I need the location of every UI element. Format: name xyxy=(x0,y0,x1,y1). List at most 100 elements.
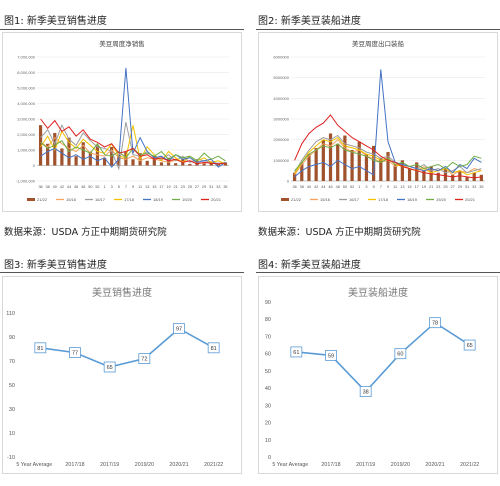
chart-title: 美豆装船进度 xyxy=(348,286,408,299)
bar-21/22 xyxy=(74,156,78,166)
weekly-net-sales-chart: 美豆周度净销售 7,000,000 6,000,000 5,000,000 4,000,… xyxy=(16,39,229,202)
chart-title: 美豆销售进度 xyxy=(92,286,152,299)
y-tick-label: 2,000,000 xyxy=(17,132,36,137)
bar-21/22 xyxy=(372,145,376,181)
data-label-box xyxy=(394,348,407,360)
legend-swatch xyxy=(281,198,289,201)
data-label-box xyxy=(325,349,337,361)
x-tick-label: 15 xyxy=(152,185,156,189)
x-tick-label: 13 xyxy=(145,185,149,189)
bar-21/22 xyxy=(195,160,199,166)
x-tick-label: 42 xyxy=(60,185,64,189)
x-tick-label: 38 xyxy=(300,185,304,189)
y-tick-label: 0 xyxy=(268,455,271,461)
bar-21/22 xyxy=(145,160,149,166)
data-label: 81 xyxy=(211,346,217,352)
y-tick-label: 6,000,000 xyxy=(17,70,36,75)
y-tick-label: 80 xyxy=(265,317,271,323)
bar-21/22 xyxy=(321,139,325,181)
legend-label: 19/20 xyxy=(182,197,193,202)
x-tick-label: 29 xyxy=(458,185,462,189)
legend-label: 18/19 xyxy=(153,197,164,202)
bar-21/22 xyxy=(124,151,128,166)
x-tick-label: 2017/19 xyxy=(100,462,119,468)
bar-21/22 xyxy=(422,170,426,181)
x-tick-label: 27 xyxy=(195,185,199,189)
data-label: 77 xyxy=(72,351,78,357)
y-tick-label: 90 xyxy=(265,300,271,306)
bar-21/22 xyxy=(60,148,64,166)
x-tick-label: 11 xyxy=(393,185,397,189)
x-tick-label: 40 xyxy=(307,185,311,189)
x-tick-label: 2017/18 xyxy=(65,462,84,468)
data-label-box xyxy=(138,353,151,364)
x-tick-label: 2017/19 xyxy=(356,462,375,468)
fig1-rule xyxy=(0,29,244,30)
bar-21/22 xyxy=(223,162,228,166)
x-tick-label: 2019/20 xyxy=(391,462,410,468)
x-tick-label: 21 xyxy=(174,185,178,189)
bar-21/22 xyxy=(415,162,419,181)
y-tick-label: 1000000 xyxy=(273,158,289,163)
data-label: 38 xyxy=(363,390,369,396)
bar-21/22 xyxy=(174,163,178,166)
x-tick-label: 2020/21 xyxy=(169,462,188,468)
data-label: 59 xyxy=(328,353,334,359)
x-tick-label: 3 xyxy=(111,185,113,189)
data-label-box xyxy=(69,347,81,358)
sales-progress-chart: 美豆销售进度 110 90 70 50 30 10 -10 81 77 65 72 97 81 5 Year… xyxy=(6,286,223,468)
progress-line xyxy=(296,321,471,393)
chart2-panel: 美豆周度出口装船 6000000 5000000 4000000 3000000 2000… xyxy=(258,32,498,212)
x-tick-label: 2021/22 xyxy=(460,462,479,468)
x-tick-label: 29 xyxy=(202,185,206,189)
bar-21/22 xyxy=(364,154,369,181)
legend-label: 17/18 xyxy=(378,197,389,202)
bar-21/22 xyxy=(152,156,156,166)
data-label: 97 xyxy=(176,327,182,333)
x-tick-label: 46 xyxy=(328,185,332,189)
bar-21/22 xyxy=(46,143,50,166)
fig2-rule xyxy=(256,29,500,30)
y-tick-label: 10 xyxy=(265,438,271,444)
x-tick-label: 21 xyxy=(429,185,433,189)
y-tick-label: 2000000 xyxy=(273,137,289,142)
source-left: 数据来源：USDA 方正中期期货研究院 xyxy=(4,227,167,238)
x-tick-label: 9 xyxy=(387,185,389,189)
y-tick-label: 1,000,000 xyxy=(17,148,36,153)
y-tick-label: 6000000 xyxy=(273,55,289,60)
legend-label: 17/18 xyxy=(124,197,135,202)
x-tick-label: 17 xyxy=(159,185,163,189)
chart3-panel: 美豆销售进度 110 90 70 50 30 10 -10 81 77 65 72 97 81 5 Year… xyxy=(2,276,242,474)
x-tick-label: 23 xyxy=(436,185,440,189)
legend-label: 18/19 xyxy=(407,197,418,202)
y-tick-label: 50 xyxy=(9,383,15,389)
x-tick-label: 1 xyxy=(358,185,360,189)
x-tick-label: 31 xyxy=(465,185,469,189)
bar-21/22 xyxy=(343,135,347,181)
x-tick-label: 3 xyxy=(365,185,367,189)
x-tick-label: 7 xyxy=(125,185,127,189)
bar-21/22 xyxy=(336,143,340,181)
y-tick-label: 60 xyxy=(265,352,271,358)
y-tick-label: 10 xyxy=(9,431,15,437)
x-tick-label: 40 xyxy=(53,185,57,189)
data-label-box xyxy=(429,317,441,329)
x-tick-label: 52 xyxy=(95,185,99,189)
legend-label: 15/16 xyxy=(320,197,331,202)
fig4-rule xyxy=(256,272,500,273)
x-tick-label: 44 xyxy=(67,185,71,189)
x-tick-label: 48 xyxy=(81,185,85,189)
fig3-rule xyxy=(0,272,244,273)
x-tick-label: 7 xyxy=(380,185,382,189)
bar-21/22 xyxy=(472,172,476,181)
x-tick-label: 25 xyxy=(188,185,192,189)
legend-label: 20/21 xyxy=(465,197,476,202)
x-tick-label: 1 xyxy=(103,185,105,189)
x-tick-label: 19 xyxy=(166,185,170,189)
x-tick-label: 2019/20 xyxy=(135,462,154,468)
bar-21/22 xyxy=(328,133,333,181)
bar-21/22 xyxy=(300,162,304,181)
bar-21/22 xyxy=(102,157,107,166)
data-label-box xyxy=(207,342,220,354)
y-tick-label: 70 xyxy=(265,334,271,340)
